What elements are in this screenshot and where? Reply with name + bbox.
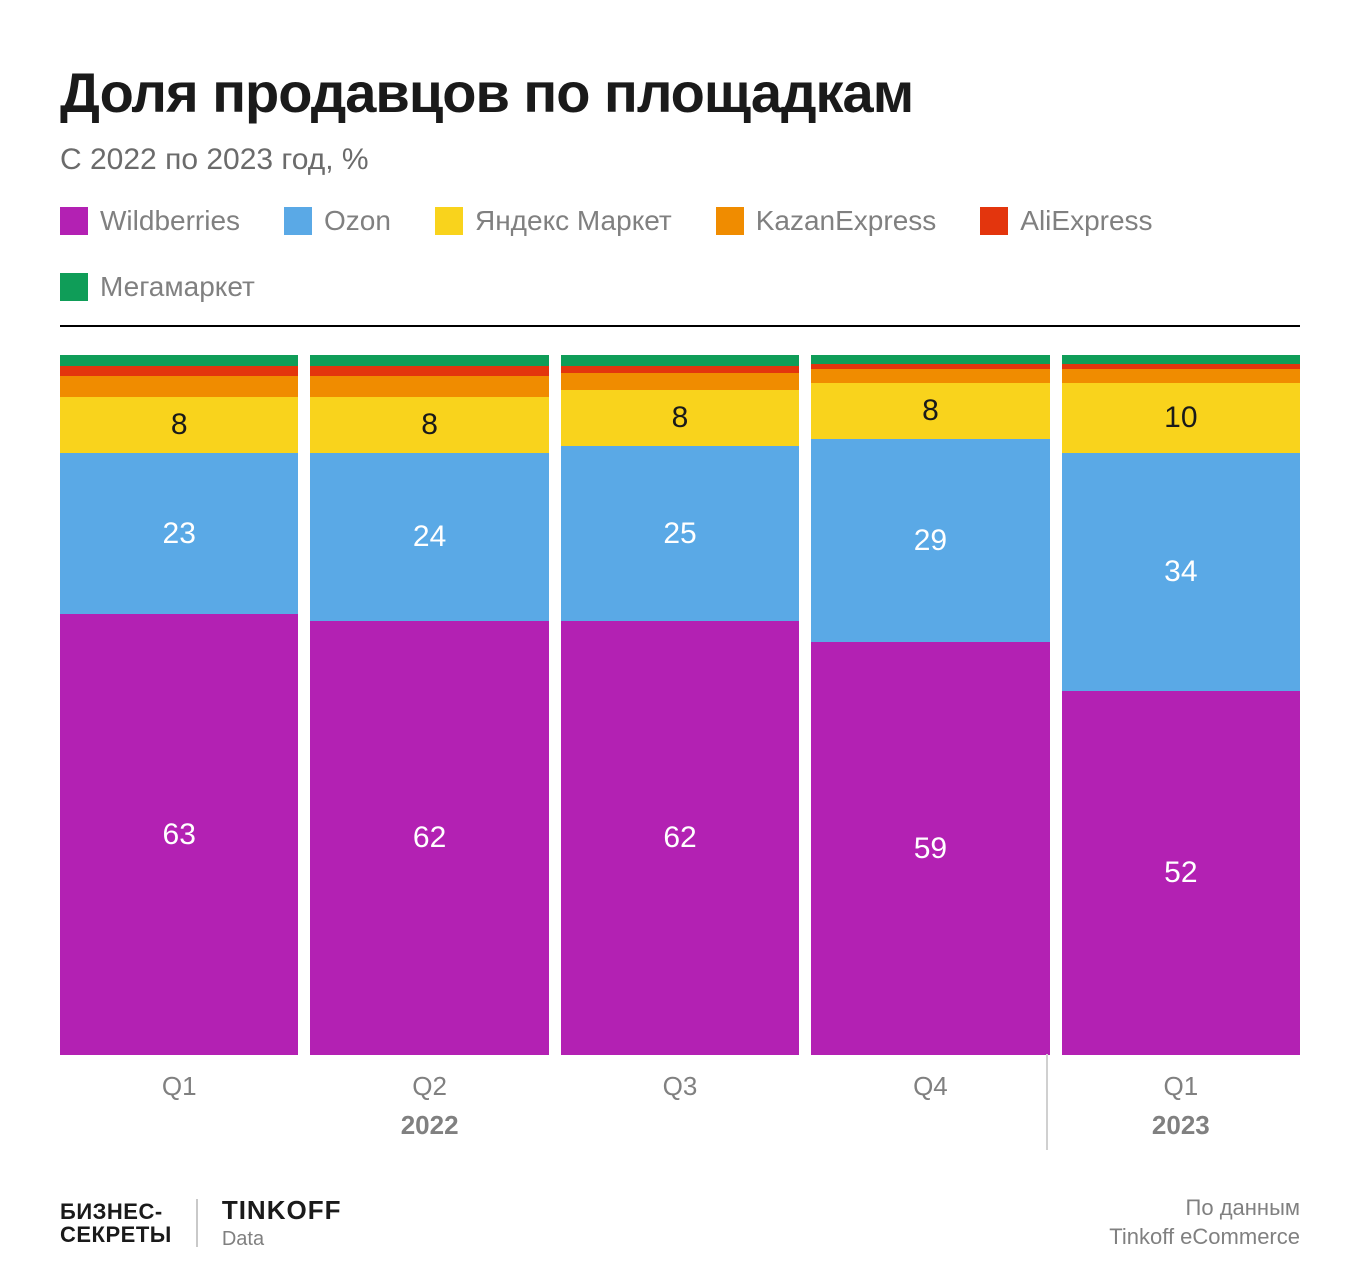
legend-item-yandex_market: Яндекс Маркет — [435, 205, 672, 237]
brand-left-line2: СЕКРЕТЫ — [60, 1223, 172, 1246]
bar-column: 62248 — [310, 355, 548, 1055]
x-axis-quarters: Q1 Q2 Q3 Q4 Q1 — [60, 1071, 1300, 1102]
segment-yandex_market: 10 — [1062, 383, 1300, 453]
segment-yandex_market: 8 — [310, 397, 548, 453]
legend-swatch-wildberries — [60, 207, 88, 235]
segment-megamarket — [60, 355, 298, 366]
bar-column: 63238 — [60, 355, 298, 1055]
segment-wildberries: 63 — [60, 614, 298, 1055]
divider — [60, 325, 1300, 327]
year-label: 2022 — [310, 1110, 548, 1146]
segment-megamarket — [561, 355, 799, 366]
segment-yandex_market: 8 — [811, 383, 1049, 439]
segment-ozon: 25 — [561, 446, 799, 621]
bar-column: 523410 — [1062, 355, 1300, 1055]
x-axis-years: 2022 2023 — [60, 1110, 1300, 1146]
segment-kazan_express — [1062, 369, 1300, 383]
legend-swatch-ozon — [284, 207, 312, 235]
legend-item-ozon: Ozon — [284, 205, 391, 237]
brand-data-label: Data — [222, 1228, 342, 1251]
segment-aliexpress — [310, 366, 548, 377]
brand-tinkoff-label: TINKOFF — [222, 1195, 342, 1226]
legend-label-aliexpress: AliExpress — [1020, 205, 1152, 237]
x-axis-tick: Q3 — [561, 1071, 799, 1102]
legend-label-ozon: Ozon — [324, 205, 391, 237]
year-separator — [1046, 1054, 1048, 1150]
brand-tinkoff-data: TINKOFF Data — [222, 1195, 342, 1251]
segment-megamarket — [811, 355, 1049, 364]
x-axis-tick: Q1 — [1062, 1071, 1300, 1102]
legend-label-megamarket: Мегамаркет — [100, 271, 255, 303]
segment-kazan_express — [310, 376, 548, 397]
legend-item-aliexpress: AliExpress — [980, 205, 1152, 237]
year-label: 2023 — [1062, 1110, 1300, 1146]
segment-kazan_express — [60, 376, 298, 397]
chart-title: Доля продавцов по площадкам — [60, 60, 1300, 125]
segment-ozon: 34 — [1062, 453, 1300, 691]
year-slot — [60, 1110, 298, 1146]
legend-swatch-yandex_market — [435, 207, 463, 235]
segment-megamarket — [1062, 355, 1300, 364]
segment-megamarket — [310, 355, 548, 366]
legend-swatch-kazan_express — [716, 207, 744, 235]
x-axis-tick: Q1 — [60, 1071, 298, 1102]
legend-label-wildberries: Wildberries — [100, 205, 240, 237]
segment-aliexpress — [561, 366, 799, 373]
segment-wildberries: 52 — [1062, 691, 1300, 1055]
legend-swatch-aliexpress — [980, 207, 1008, 235]
legend-item-wildberries: Wildberries — [60, 205, 240, 237]
year-slot — [811, 1110, 1049, 1146]
stacked-bar-chart: 63238622486225859298523410 — [60, 355, 1300, 1055]
legend-label-yandex_market: Яндекс Маркет — [475, 205, 672, 237]
segment-kazan_express — [811, 369, 1049, 383]
legend-item-megamarket: Мегамаркет — [60, 271, 255, 303]
brand-separator — [196, 1199, 198, 1247]
legend-item-kazan_express: KazanExpress — [716, 205, 937, 237]
bar-column: 59298 — [811, 355, 1049, 1055]
x-axis-tick: Q2 — [310, 1071, 548, 1102]
segment-ozon: 23 — [60, 453, 298, 614]
legend: Wildberries Ozon Яндекс Маркет KazanExpress… — [60, 205, 1300, 303]
data-source: По данным Tinkoff eCommerce — [1109, 1194, 1300, 1251]
segment-ozon: 24 — [310, 453, 548, 621]
segment-ozon: 29 — [811, 439, 1049, 642]
brand-left-line1: БИЗНЕС- — [60, 1200, 172, 1223]
brand-business-sekrety: БИЗНЕС- СЕКРЕТЫ — [60, 1200, 172, 1246]
year-slot — [561, 1110, 799, 1146]
segment-yandex_market: 8 — [561, 390, 799, 446]
chart-subtitle: С 2022 по 2023 год, % — [60, 143, 1300, 177]
brand-block: БИЗНЕС- СЕКРЕТЫ TINKOFF Data — [60, 1195, 341, 1251]
bar-column: 62258 — [561, 355, 799, 1055]
segment-aliexpress — [60, 366, 298, 377]
source-line1: По данным — [1109, 1194, 1300, 1223]
segment-kazan_express — [561, 373, 799, 391]
segment-yandex_market: 8 — [60, 397, 298, 453]
segment-wildberries: 62 — [561, 621, 799, 1055]
x-axis-tick: Q4 — [811, 1071, 1049, 1102]
segment-wildberries: 59 — [811, 642, 1049, 1055]
legend-swatch-megamarket — [60, 273, 88, 301]
footer: БИЗНЕС- СЕКРЕТЫ TINKOFF Data По данным T… — [60, 1194, 1300, 1251]
segment-wildberries: 62 — [310, 621, 548, 1055]
source-line2: Tinkoff eCommerce — [1109, 1223, 1300, 1252]
legend-label-kazan_express: KazanExpress — [756, 205, 937, 237]
